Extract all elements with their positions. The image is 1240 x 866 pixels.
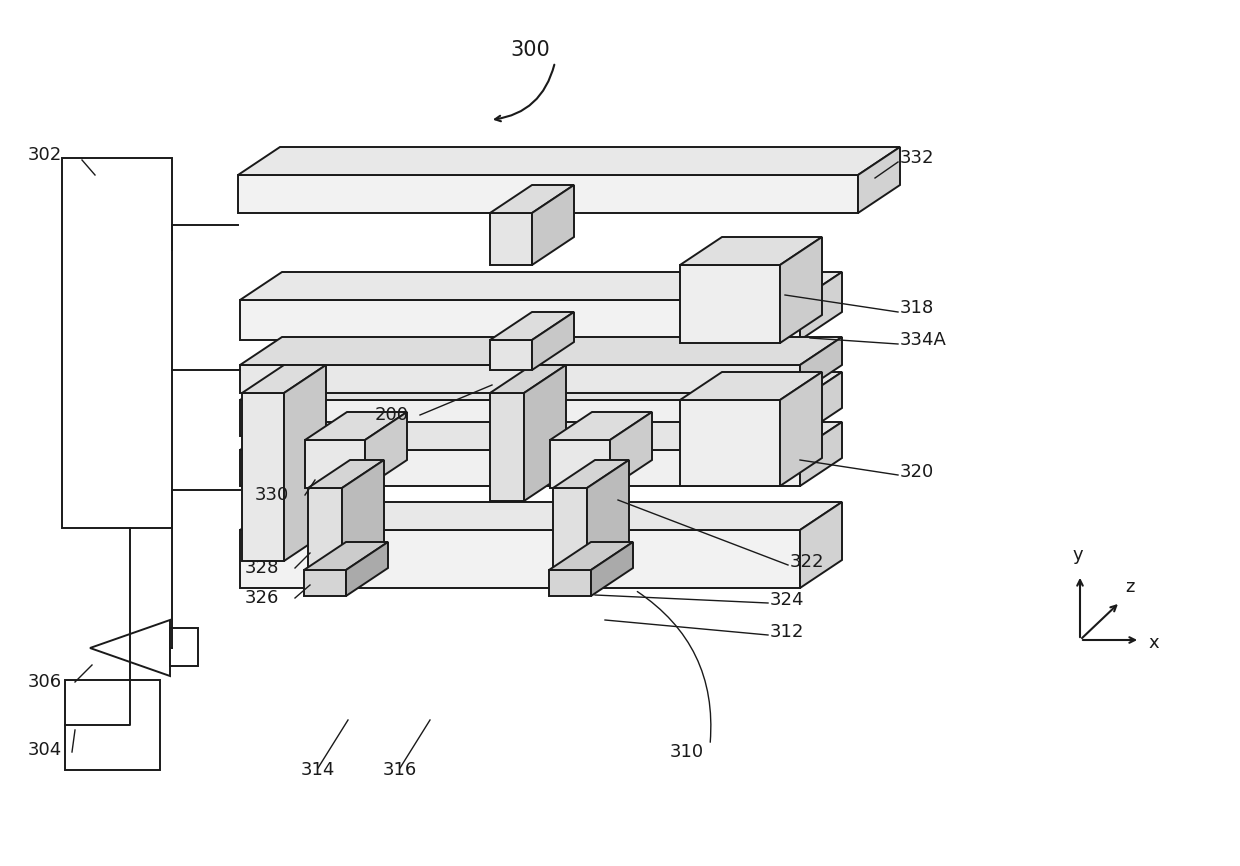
Text: 302: 302 xyxy=(29,146,62,164)
Polygon shape xyxy=(680,237,822,265)
Polygon shape xyxy=(549,570,591,596)
Polygon shape xyxy=(91,620,170,676)
Polygon shape xyxy=(305,412,407,440)
Text: 334A: 334A xyxy=(900,331,947,349)
Text: 332: 332 xyxy=(900,149,935,167)
Polygon shape xyxy=(800,337,842,393)
Polygon shape xyxy=(241,450,800,486)
Polygon shape xyxy=(532,312,574,370)
Polygon shape xyxy=(587,460,629,578)
Polygon shape xyxy=(490,185,574,213)
Polygon shape xyxy=(800,422,842,486)
Polygon shape xyxy=(780,372,822,486)
Polygon shape xyxy=(490,213,532,265)
Polygon shape xyxy=(284,365,326,561)
Polygon shape xyxy=(490,393,525,501)
Polygon shape xyxy=(800,502,842,588)
Polygon shape xyxy=(242,393,284,561)
Polygon shape xyxy=(241,272,842,300)
Polygon shape xyxy=(553,488,587,578)
Polygon shape xyxy=(858,147,900,213)
Polygon shape xyxy=(242,365,326,393)
Polygon shape xyxy=(238,175,858,213)
Text: y: y xyxy=(1073,546,1084,564)
Polygon shape xyxy=(490,340,532,370)
Polygon shape xyxy=(305,440,365,488)
Polygon shape xyxy=(238,147,900,175)
Polygon shape xyxy=(680,265,780,343)
Text: 322: 322 xyxy=(790,553,825,571)
Text: 200: 200 xyxy=(374,406,409,424)
Polygon shape xyxy=(532,185,574,265)
Polygon shape xyxy=(680,372,822,400)
Text: 320: 320 xyxy=(900,463,934,481)
Text: x: x xyxy=(1148,634,1159,652)
Polygon shape xyxy=(490,312,574,340)
Text: 324: 324 xyxy=(770,591,805,609)
Polygon shape xyxy=(551,412,652,440)
Text: 330: 330 xyxy=(255,486,289,504)
Text: 310: 310 xyxy=(670,743,704,761)
Polygon shape xyxy=(241,422,842,450)
Text: 314: 314 xyxy=(301,761,335,779)
Polygon shape xyxy=(346,542,388,596)
Polygon shape xyxy=(241,372,842,400)
Text: 328: 328 xyxy=(246,559,279,577)
Polygon shape xyxy=(241,530,800,588)
Polygon shape xyxy=(365,412,407,488)
Polygon shape xyxy=(304,570,346,596)
Polygon shape xyxy=(591,542,632,596)
Polygon shape xyxy=(62,158,172,528)
Polygon shape xyxy=(304,542,388,570)
Polygon shape xyxy=(549,542,632,570)
Polygon shape xyxy=(241,300,800,340)
Text: 326: 326 xyxy=(246,589,279,607)
Polygon shape xyxy=(800,372,842,436)
Text: 306: 306 xyxy=(29,673,62,691)
Text: 300: 300 xyxy=(510,40,549,60)
Polygon shape xyxy=(170,628,198,666)
Polygon shape xyxy=(64,680,160,770)
Polygon shape xyxy=(241,400,800,436)
Text: 318: 318 xyxy=(900,299,934,317)
Polygon shape xyxy=(241,365,800,393)
Polygon shape xyxy=(800,272,842,340)
Polygon shape xyxy=(610,412,652,488)
Text: 316: 316 xyxy=(383,761,417,779)
Polygon shape xyxy=(551,440,610,488)
Text: z: z xyxy=(1126,578,1135,596)
Polygon shape xyxy=(308,460,384,488)
Polygon shape xyxy=(525,365,565,501)
Polygon shape xyxy=(780,237,822,343)
Polygon shape xyxy=(241,337,842,365)
Polygon shape xyxy=(490,365,565,393)
Polygon shape xyxy=(553,460,629,488)
Polygon shape xyxy=(680,400,780,486)
Text: 312: 312 xyxy=(770,623,805,641)
Polygon shape xyxy=(308,488,342,578)
Polygon shape xyxy=(342,460,384,578)
Text: 304: 304 xyxy=(29,741,62,759)
Polygon shape xyxy=(241,502,842,530)
